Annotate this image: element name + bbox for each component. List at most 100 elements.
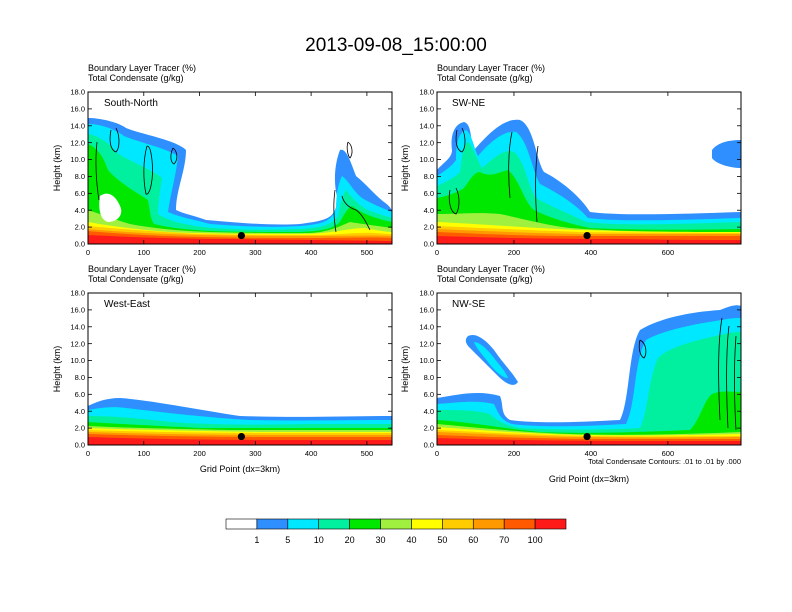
panel-name: SW-NE [452, 98, 485, 109]
y-axis: 0.0 2.0 4.0 6.0 8.0 10.0 12.0 14.0 16.0 18.0 [419, 289, 741, 450]
panel-header-line1: Boundary Layer Tracer (%) [437, 264, 545, 274]
y-tick-label: 18.0 [70, 289, 85, 298]
y-tick-label: 0.0 [424, 240, 434, 249]
tracer-isolated-patch [474, 342, 508, 378]
colorbar-label: 1 [254, 535, 259, 545]
x-tick-label: 200 [508, 449, 521, 458]
colorbar-label: 60 [468, 535, 478, 545]
panel-west-east: Boundary Layer Tracer (%) Total Condensa… [52, 264, 393, 474]
condensate-contour [95, 141, 100, 201]
y-tick-label: 12.0 [419, 138, 434, 147]
y-tick-label: 18.0 [419, 88, 434, 97]
panel-sw-ne: Boundary Layer Tracer (%) Total Condensa… [400, 63, 742, 257]
panel-header-line1: Boundary Layer Tracer (%) [88, 264, 196, 274]
x-tick-label: 300 [249, 449, 262, 458]
y-tick-label: 12.0 [70, 138, 85, 147]
tracer-field [437, 119, 741, 244]
x-axis: 0 200 400 600 [435, 92, 674, 257]
colorbar-swatch [503, 518, 536, 530]
y-tick-label: 14.0 [419, 121, 434, 130]
condensate-contour [535, 145, 539, 223]
panel-name: West-East [104, 299, 150, 310]
tracer-gap [99, 193, 122, 222]
x-tick-label: 0 [86, 449, 90, 458]
x-tick-label: 400 [305, 449, 318, 458]
plot-frame [436, 91, 742, 245]
x-tick-label: 500 [361, 248, 374, 257]
colorbar-swatch [534, 518, 567, 530]
panel-header-line1: Boundary Layer Tracer (%) [88, 63, 196, 73]
y-tick-label: 14.0 [70, 322, 85, 331]
y-tick-label: 2.0 [75, 223, 85, 232]
y-tick-label: 4.0 [424, 206, 434, 215]
y-tick-label: 6.0 [75, 390, 85, 399]
location-marker [583, 432, 591, 441]
colorbar-label: 50 [437, 535, 447, 545]
panel-header-line2: Total Condensate (g/kg) [88, 73, 184, 83]
panel-south-north: Boundary Layer Tracer (%) Total Condensa… [52, 63, 393, 257]
y-tick-label: 10.0 [70, 155, 85, 164]
y-tick-label: 2.0 [424, 424, 434, 433]
colorbar-swatch [411, 518, 443, 530]
y-tick-label: 8.0 [424, 373, 434, 382]
condensate-contour [333, 189, 337, 233]
tracer-field [88, 118, 392, 244]
x-axis: 0 200 400 600 [435, 293, 674, 458]
condensate-contour [109, 127, 120, 153]
y-tick-label: 10.0 [70, 356, 85, 365]
y-tick-label: 12.0 [419, 339, 434, 348]
y-tick-label: 14.0 [419, 322, 434, 331]
y-tick-label: 0.0 [75, 240, 85, 249]
y-tick-label: 10.0 [419, 155, 434, 164]
colorbar: 1 5 10 20 30 40 50 60 70 100 [225, 518, 567, 545]
condensate-contour [341, 195, 371, 231]
y-tick-label: 16.0 [419, 104, 434, 113]
colorbar-swatch [380, 518, 412, 530]
y-axis-label: Height (km) [52, 145, 62, 192]
y-tick-label: 8.0 [75, 373, 85, 382]
condensate-contour [734, 335, 737, 431]
panel-header-line2: Total Condensate (g/kg) [437, 73, 533, 83]
y-axis-label: Height (km) [52, 346, 62, 393]
tracer-band-10 [88, 235, 392, 244]
colorbar-swatch [472, 518, 505, 530]
colorbar-swatch [318, 518, 350, 530]
page-title: 2013-09-08_15:00:00 [305, 35, 487, 56]
colorbar-swatch [442, 518, 474, 530]
x-tick-label: 0 [435, 449, 439, 458]
y-tick-label: 6.0 [75, 189, 85, 198]
y-axis-label: Height (km) [400, 145, 410, 192]
y-axis-label: Height (km) [400, 346, 410, 393]
condensate-contour [718, 317, 723, 421]
colorbar-label: 30 [376, 535, 386, 545]
contour-note: Total Condensate Contours: .01 to .01 by… [588, 457, 741, 466]
panel-name: South-North [104, 98, 158, 109]
y-tick-label: 16.0 [70, 305, 85, 314]
x-tick-label: 200 [508, 248, 521, 257]
y-tick-label: 4.0 [75, 206, 85, 215]
y-tick-label: 2.0 [75, 424, 85, 433]
condensate-contour [726, 325, 730, 429]
y-tick-label: 8.0 [75, 172, 85, 181]
tracer-band-10 [437, 438, 741, 445]
location-marker [583, 231, 591, 240]
colorbar-swatch [287, 518, 320, 530]
y-tick-label: 4.0 [75, 407, 85, 416]
condensate-contour [143, 145, 153, 195]
condensate-contour [448, 187, 460, 215]
location-marker [237, 432, 245, 441]
x-tick-label: 500 [361, 449, 374, 458]
y-tick-label: 10.0 [419, 356, 434, 365]
panel-header-line1: Boundary Layer Tracer (%) [437, 63, 545, 73]
tracer-isolated-patch [712, 140, 741, 168]
panel-header-line2: Total Condensate (g/kg) [437, 274, 533, 284]
x-tick-label: 100 [138, 248, 151, 257]
x-tick-label: 0 [86, 248, 90, 257]
plot-frame [87, 292, 393, 446]
y-tick-label: 6.0 [424, 390, 434, 399]
colorbar-label: 20 [345, 535, 355, 545]
panel-name: NW-SE [452, 299, 485, 310]
condensate-contour [508, 131, 513, 199]
condensate-contour [346, 141, 353, 159]
